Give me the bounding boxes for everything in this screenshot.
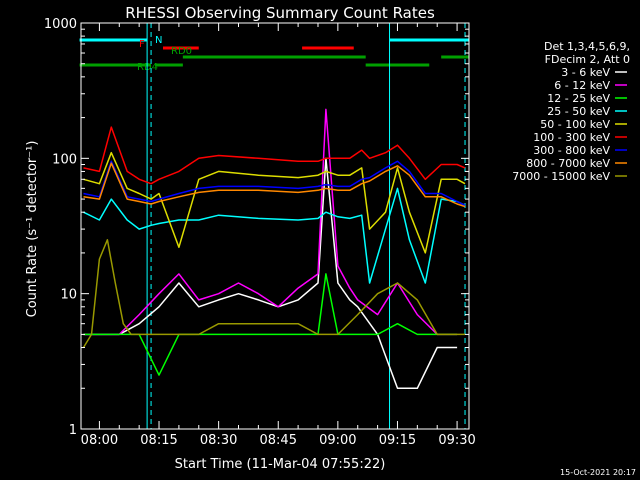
series-line <box>83 187 466 284</box>
legend-entry: 7000 - 15000 keV <box>512 170 610 183</box>
x-tick-label: 08:45 <box>260 433 297 448</box>
series-line <box>83 160 466 206</box>
series-line <box>83 273 458 376</box>
x-axis-ticks: 08:00 08:15 08:30 08:45 09:00 09:15 09:30 <box>81 23 476 448</box>
x-tick-label: 08:00 <box>81 433 118 448</box>
series-lines <box>82 108 466 390</box>
legend-entry: 300 - 800 keV <box>533 144 610 157</box>
legend-entry: 50 - 100 keV <box>540 118 610 131</box>
series-line <box>82 239 465 348</box>
legend-entry: 6 - 12 keV <box>554 79 610 92</box>
legend-entry: 12 - 25 keV <box>547 92 610 105</box>
y-tick-label: 10 <box>60 288 77 303</box>
chart-title: RHESSI Observing Summary Count Rates <box>125 4 435 22</box>
flag-label-rd0: RD0 <box>171 46 192 57</box>
series-line <box>83 151 466 254</box>
timestamp: 15-Oct-2021 20:17 <box>560 468 636 477</box>
plot-frame <box>80 22 470 430</box>
legend-entry: 3 - 6 keV <box>561 66 610 79</box>
legend-entry: 800 - 7000 keV <box>526 157 610 170</box>
y-tick-label: 1 <box>69 423 77 438</box>
x-axis-label: Start Time (11-Mar-04 07:55:22) <box>175 457 386 472</box>
y-axis-label: Count Rate (s⁻¹ detector⁻¹) <box>25 141 40 318</box>
flag-label-n: N <box>155 35 162 46</box>
y-axis-ticks: 1 10 100 1000 <box>44 17 469 438</box>
legend: Det 1,3,4,5,6,9,FDecim 2, Att 03 - 6 keV… <box>512 40 630 183</box>
x-tick-label: 09:30 <box>438 433 475 448</box>
x-tick-label: 09:00 <box>319 433 356 448</box>
legend-header: Det 1,3,4,5,6,9, <box>544 40 630 53</box>
series-line <box>83 126 466 185</box>
series-line <box>83 108 458 336</box>
legend-entry: 100 - 300 keV <box>533 131 610 144</box>
x-tick-label: 08:30 <box>200 433 237 448</box>
y-tick-label: 100 <box>52 152 77 167</box>
y-tick-label: 1000 <box>44 17 77 32</box>
legend-entry: 25 - 50 keV <box>547 105 610 118</box>
flag-label-f: F <box>139 39 145 50</box>
series-line <box>83 157 458 390</box>
series-line <box>83 162 466 208</box>
legend-header: FDecim 2, Att 0 <box>545 53 630 66</box>
x-tick-label: 09:15 <box>379 433 416 448</box>
x-tick-label: 08:15 <box>140 433 177 448</box>
